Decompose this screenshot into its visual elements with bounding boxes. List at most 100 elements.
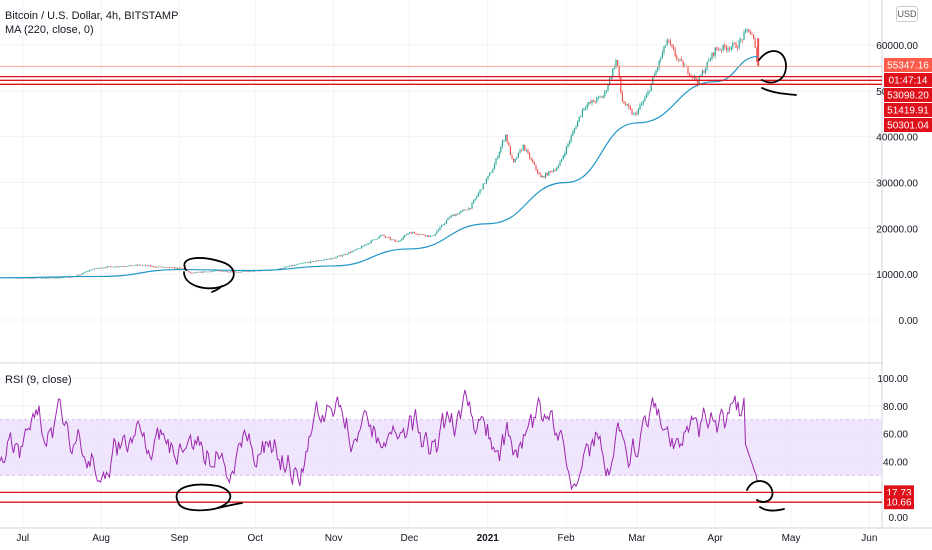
candle-body bbox=[530, 158, 532, 160]
candle-body bbox=[213, 270, 215, 272]
candle-body bbox=[425, 235, 427, 237]
candle-body bbox=[348, 252, 350, 254]
candle-body bbox=[69, 277, 71, 278]
candle-body bbox=[31, 278, 33, 279]
candle-body bbox=[674, 49, 676, 56]
candle-body bbox=[609, 78, 611, 86]
candle-body bbox=[540, 174, 542, 178]
candle-body bbox=[426, 235, 428, 237]
candle-body bbox=[551, 171, 553, 172]
price-axis[interactable]: 60000.0050000.0040000.0030000.0020000.00… bbox=[876, 0, 932, 550]
candle-body bbox=[338, 255, 340, 257]
candle-body bbox=[567, 143, 569, 147]
candle-body bbox=[231, 271, 233, 273]
candle-body bbox=[623, 101, 625, 104]
candle-body bbox=[585, 108, 587, 109]
candle-body bbox=[116, 266, 118, 268]
symbol-legend: Bitcoin / U.S. Dollar, 4h, BITSTAMP MA (… bbox=[5, 9, 178, 37]
time-tick-label: May bbox=[782, 533, 801, 544]
candle-body bbox=[137, 264, 139, 266]
candle-body bbox=[468, 208, 470, 211]
candle-body bbox=[682, 60, 684, 68]
candle-body bbox=[658, 60, 660, 68]
candle-body bbox=[357, 248, 359, 250]
candle-body bbox=[594, 101, 596, 103]
candle-body bbox=[477, 193, 479, 197]
candle-body bbox=[583, 108, 585, 110]
candle-body bbox=[197, 272, 199, 273]
candle-body bbox=[45, 278, 47, 279]
candle-body bbox=[141, 265, 143, 266]
price-tick-label: 30000.00 bbox=[876, 179, 918, 190]
currency-button[interactable]: USD bbox=[896, 6, 918, 22]
candle-body bbox=[153, 266, 155, 268]
candle-body bbox=[329, 258, 331, 260]
candle-body bbox=[487, 175, 489, 180]
candle-body bbox=[604, 91, 606, 96]
candle-body bbox=[63, 277, 65, 278]
candle-body bbox=[679, 58, 681, 60]
candle-body bbox=[493, 164, 495, 170]
candle-body bbox=[103, 267, 105, 269]
candle-body bbox=[57, 277, 59, 279]
candle-body bbox=[161, 266, 163, 268]
candle-body bbox=[671, 44, 673, 47]
candle-body bbox=[455, 214, 457, 217]
symbol-title[interactable]: Bitcoin / U.S. Dollar, 4h, BITSTAMP bbox=[5, 10, 179, 22]
candle-body bbox=[700, 75, 702, 76]
candle-body bbox=[749, 32, 751, 34]
candle-body bbox=[100, 267, 102, 269]
candle-body bbox=[541, 176, 543, 178]
candle-body bbox=[743, 32, 745, 40]
price-label-text: 53098.20 bbox=[887, 91, 929, 102]
candle-body bbox=[298, 263, 300, 265]
candle-body bbox=[50, 277, 52, 279]
candle-body bbox=[186, 269, 188, 271]
candle-body bbox=[733, 43, 735, 44]
time-axis[interactable]: Jul Aug Sep Oct Nov Dec 2021 Feb Mar Apr May Jun bbox=[0, 527, 932, 544]
candle-body bbox=[223, 271, 225, 273]
ellipse-drawing bbox=[746, 480, 785, 512]
candle-body bbox=[529, 153, 531, 159]
candle-body bbox=[737, 47, 739, 49]
candle-body bbox=[345, 254, 347, 255]
rsi-legend[interactable]: RSI (9, close) bbox=[5, 374, 72, 386]
candle-body bbox=[143, 265, 145, 266]
candle-body bbox=[724, 44, 726, 48]
candle-body bbox=[245, 271, 247, 272]
candle-body bbox=[253, 270, 255, 272]
candle-body bbox=[676, 55, 678, 60]
time-tick-label: Sep bbox=[171, 533, 189, 544]
candle-body bbox=[313, 261, 315, 262]
candle-body bbox=[327, 258, 329, 260]
candle-body bbox=[108, 266, 110, 267]
candle-body bbox=[465, 209, 467, 211]
candle-body bbox=[458, 212, 460, 215]
candle-body bbox=[405, 234, 407, 236]
candle-body bbox=[596, 97, 598, 102]
candle-body bbox=[164, 267, 166, 268]
candle-body bbox=[85, 271, 87, 273]
candle-body bbox=[473, 200, 475, 204]
candle-body bbox=[599, 96, 601, 98]
candle-body bbox=[218, 270, 220, 272]
candle-body bbox=[706, 61, 708, 69]
candle-body bbox=[250, 270, 252, 272]
candle-body bbox=[445, 220, 447, 224]
candle-body bbox=[535, 164, 537, 170]
candle-body bbox=[729, 48, 731, 50]
ma-legend[interactable]: MA (220, close, 0) bbox=[5, 24, 94, 36]
candle-body bbox=[557, 165, 559, 169]
candle-body bbox=[474, 198, 476, 201]
candle-body bbox=[717, 49, 719, 51]
candle-body bbox=[201, 271, 203, 273]
candle-body bbox=[525, 149, 527, 151]
candle-body bbox=[249, 270, 251, 272]
candle-body bbox=[225, 271, 227, 272]
candle-body bbox=[226, 271, 228, 272]
candle-body bbox=[199, 271, 201, 273]
candle-body bbox=[421, 234, 423, 235]
candle-body bbox=[401, 239, 403, 241]
candle-body bbox=[730, 46, 732, 50]
